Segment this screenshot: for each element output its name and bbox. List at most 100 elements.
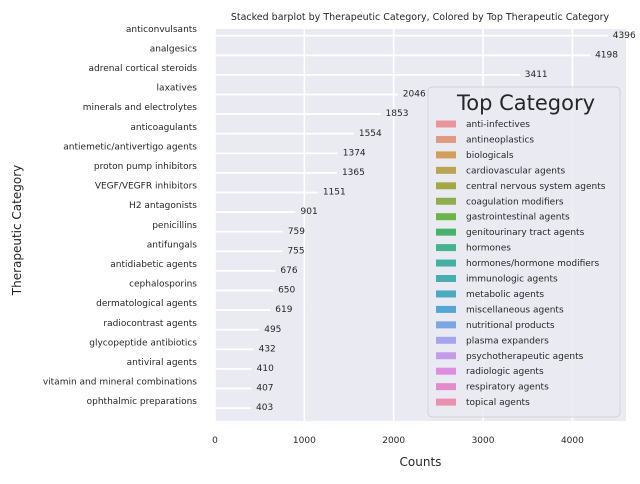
y-tick-label: antiemetic/antivertigo agents — [63, 142, 197, 152]
legend-title: Top Category — [456, 91, 595, 115]
legend-label: central nervous system agents — [466, 182, 606, 192]
bar — [215, 152, 338, 155]
data-label: 619 — [275, 305, 292, 315]
data-label: 410 — [257, 364, 274, 374]
x-tick-label: 0 — [212, 436, 218, 446]
data-label: 1374 — [343, 148, 366, 158]
legend-label: hormones — [466, 244, 511, 254]
legend-swatch — [436, 305, 456, 313]
y-tick-label: antifungals — [147, 240, 198, 250]
bar — [215, 270, 276, 272]
legend-label: gastrointestinal agents — [466, 213, 570, 223]
y-tick-label: anticonvulsants — [126, 25, 197, 35]
bar — [215, 309, 271, 311]
y-tick-label: antiviral agents — [127, 358, 198, 368]
data-label: 901 — [301, 207, 318, 217]
legend-swatch — [436, 135, 456, 143]
legend-swatch — [436, 244, 456, 252]
bar — [215, 172, 337, 174]
legend-label: immunologic agents — [466, 275, 558, 285]
bar — [215, 211, 296, 213]
x-tick-label: 2000 — [382, 436, 405, 446]
y-tick-label: minerals and electrolytes — [83, 103, 198, 113]
legend-label: topical agents — [466, 398, 530, 408]
legend-label: nutritional products — [466, 321, 555, 331]
legend-swatch — [436, 336, 456, 344]
legend-label: hormones/hormone modifiers — [466, 259, 600, 269]
data-label: 1365 — [342, 168, 365, 178]
legend-swatch — [436, 383, 456, 391]
bar — [215, 132, 354, 135]
legend-swatch — [436, 290, 456, 298]
y-tick-label: adrenal cortical steroids — [88, 64, 197, 74]
y-tick-label: VEGF/VEGFR inhibitors — [95, 182, 197, 192]
y-tick-label: proton pump inhibitors — [94, 162, 197, 172]
y-tick-label: radiocontrast agents — [103, 319, 197, 329]
legend-label: miscellaneous agents — [466, 305, 564, 315]
legend-label: respiratory agents — [466, 383, 549, 393]
legend-swatch — [436, 259, 456, 267]
data-labels: 4396 4198 3411 2046 1853 1554 1374 1365 1151 901 7… — [256, 31, 636, 413]
bar — [215, 230, 283, 233]
bar — [215, 54, 591, 57]
x-axis-label: Counts — [400, 455, 442, 469]
data-label: 403 — [256, 403, 273, 413]
data-label: 495 — [264, 325, 281, 335]
data-label: 676 — [280, 266, 297, 276]
data-label: 407 — [256, 384, 273, 394]
legend-label: radiologic agents — [466, 367, 544, 377]
bar — [215, 93, 398, 96]
y-tick-label: glycopeptide antibiotics — [89, 338, 197, 348]
data-label: 1853 — [386, 109, 409, 119]
legend-label: metabolic agents — [466, 290, 544, 300]
bar — [215, 348, 254, 351]
y-tick-label: laxatives — [157, 84, 198, 94]
legend-label: coagulation modifiers — [466, 197, 564, 207]
data-label: 2046 — [403, 90, 426, 100]
legend-label: genitourinary tract agents — [466, 228, 585, 238]
chart-title: Stacked barplot by Therapeutic Category,… — [231, 12, 610, 23]
legend-label: psychotherapeutic agents — [466, 352, 584, 362]
y-tick-label: ophthalmic preparations — [87, 397, 198, 407]
x-tick-label: 4000 — [561, 436, 584, 446]
y-tick-label: anticoagulants — [130, 123, 197, 133]
legend-box — [427, 86, 621, 418]
bar — [215, 407, 252, 409]
legend-swatch — [436, 182, 456, 190]
data-label: 1554 — [359, 129, 382, 139]
legend-swatch — [436, 352, 456, 360]
x-tick-label: 3000 — [472, 436, 495, 446]
y-tick-label: cephalosporins — [129, 280, 197, 290]
bar — [215, 34, 608, 37]
legend-swatch — [436, 197, 456, 205]
legend: Top Category anti-infectives antineoplast… — [427, 86, 621, 418]
legend-swatch — [436, 275, 456, 282]
legend-swatch — [436, 151, 456, 159]
bar — [215, 368, 252, 370]
legend-entries: anti-infectives antineoplastics biological… — [436, 120, 606, 408]
data-label: 759 — [288, 227, 305, 237]
y-tick-label: penicillins — [152, 221, 197, 231]
legend-swatch — [436, 213, 456, 221]
data-label: 4198 — [595, 50, 618, 60]
legend-label: anti-infectives — [466, 120, 530, 130]
legend-label: cardiovascular agents — [466, 166, 565, 176]
data-label: 432 — [259, 344, 276, 354]
legend-swatch — [436, 166, 456, 174]
legend-swatch — [436, 228, 456, 236]
bar — [215, 289, 274, 292]
bar — [215, 74, 520, 76]
data-label: 3411 — [525, 70, 548, 80]
x-tick-label: 1000 — [293, 436, 316, 446]
y-tick-label: dermatological agents — [96, 299, 197, 309]
bar — [215, 191, 318, 194]
data-label: 650 — [278, 286, 295, 296]
data-label: 1151 — [323, 188, 346, 198]
legend-label: antineoplastics — [466, 135, 534, 145]
legend-swatch — [436, 120, 456, 128]
data-label: 755 — [287, 246, 304, 256]
legend-swatch — [436, 321, 456, 329]
legend-swatch — [436, 367, 456, 375]
